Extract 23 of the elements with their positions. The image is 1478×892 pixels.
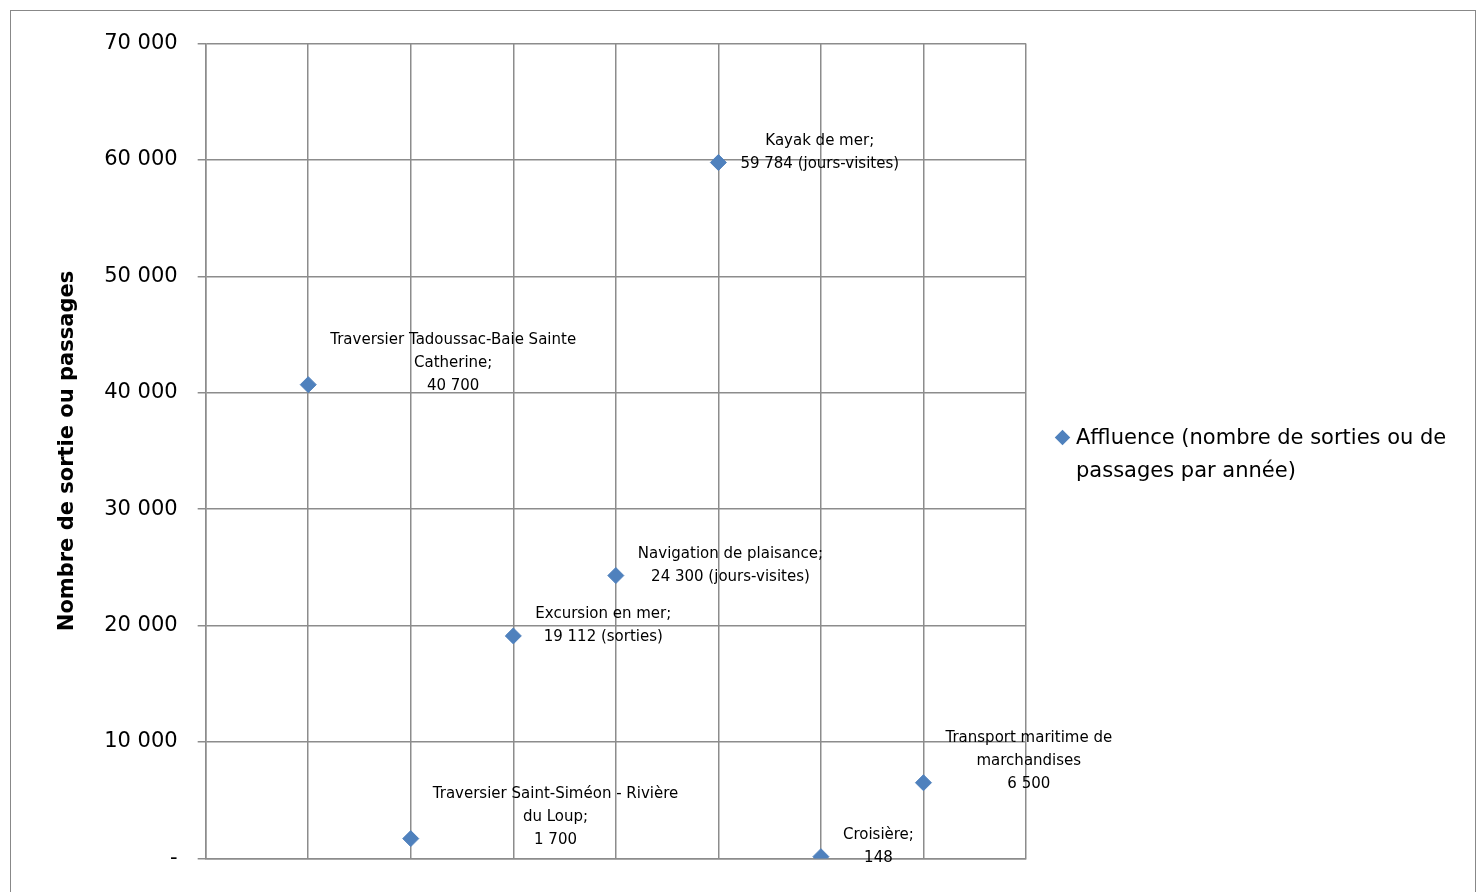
data-label: Croisière; 148 <box>842 824 914 866</box>
data-label: Traversier Saint-Siméon - Rivière du Loup; 1 700 <box>431 783 679 848</box>
y-tick-label: 70 000 <box>104 30 178 55</box>
point <box>402 830 420 848</box>
y-axis-title: Nombre de sortie ou passages <box>54 270 79 632</box>
y-tick-label: 50 000 <box>104 262 178 287</box>
y-tick-label: 60 000 <box>104 146 178 171</box>
point <box>299 376 317 394</box>
y-tick-label: 20 000 <box>104 612 178 637</box>
y-tick-label: 40 000 <box>104 379 178 404</box>
data-label: Transport maritime de marchandises 6 500 <box>944 727 1113 792</box>
y-tick-label: 30 000 <box>104 495 178 520</box>
point <box>914 774 932 792</box>
data-label: Kayak de mer; 59 784 (jours-visites) <box>740 130 900 172</box>
point <box>607 567 625 585</box>
data-label: Excursion en mer; 19 112 (sorties) <box>535 603 672 645</box>
point <box>504 627 522 645</box>
y-tick-label: 10 000 <box>104 728 178 753</box>
data-label: Traversier Tadoussac-Baie Sainte Catherine; 40 700 <box>329 329 577 394</box>
y-tick-label: - <box>170 844 178 869</box>
data-label: Navigation de plaisance; 24 300 (jours-visites) <box>637 543 824 585</box>
legend-label: Affluence (nombre de sorties ou de passages par année) <box>1076 424 1448 484</box>
point <box>709 154 727 172</box>
